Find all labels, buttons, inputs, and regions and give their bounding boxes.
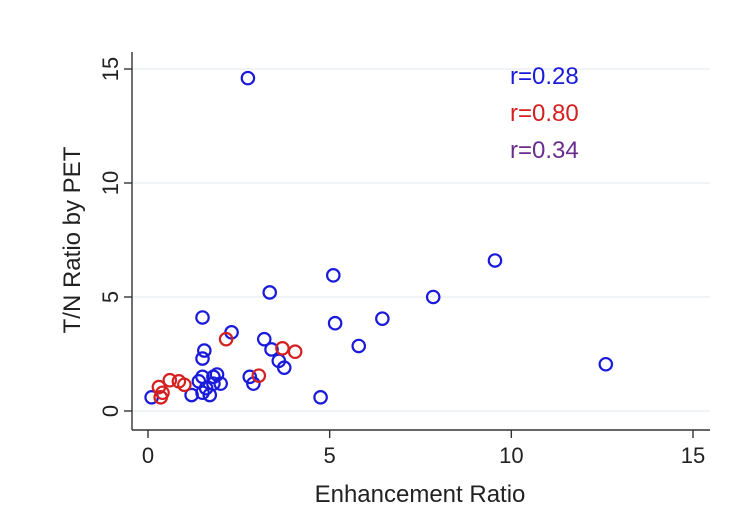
data-point (375, 311, 390, 326)
y-tick-label: 0 (98, 405, 123, 417)
data-point (425, 289, 441, 305)
x-tick-label: 0 (142, 443, 154, 468)
y-tick-label: 10 (98, 171, 123, 195)
correlation-label: r=0.80 (510, 100, 579, 127)
data-point (256, 331, 272, 347)
axes: 0 5 10 15 0 5 10 15 (98, 52, 710, 468)
data-point (264, 342, 279, 357)
x-axis-label: Enhancement Ratio (315, 481, 526, 508)
data-point (218, 331, 234, 347)
x-tick-label: 15 (681, 443, 705, 468)
data-point (195, 310, 210, 325)
data-point (487, 253, 503, 268)
data-points (144, 70, 614, 405)
correlation-label: r=0.28 (510, 63, 579, 90)
data-point (240, 70, 256, 86)
data-point (197, 343, 212, 358)
data-point (276, 360, 292, 375)
data-point (213, 376, 228, 391)
data-point (275, 340, 290, 356)
correlation-label: r=0.34 (510, 137, 579, 164)
data-point (351, 338, 367, 354)
gridlines (132, 68, 710, 412)
data-point (262, 285, 278, 300)
data-point (206, 376, 221, 391)
correlation-annotations: r=0.28 r=0.80 r=0.34 (510, 63, 579, 164)
y-tick-label: 5 (98, 291, 123, 303)
data-point (325, 268, 341, 283)
data-point (155, 385, 170, 401)
data-point (209, 367, 225, 382)
y-tick-label: 15 (98, 57, 123, 81)
data-point (195, 369, 210, 385)
data-point (598, 356, 614, 372)
data-point (327, 315, 343, 331)
x-tick-label: 10 (499, 443, 523, 468)
data-point (242, 369, 258, 385)
data-point (287, 344, 303, 360)
data-point (177, 377, 192, 393)
x-tick-label: 5 (324, 443, 336, 468)
y-axis-label: T/N Ratio by PET (59, 146, 86, 333)
data-point (313, 390, 328, 405)
data-point (162, 372, 178, 388)
data-point (195, 351, 210, 366)
data-point (251, 368, 267, 383)
